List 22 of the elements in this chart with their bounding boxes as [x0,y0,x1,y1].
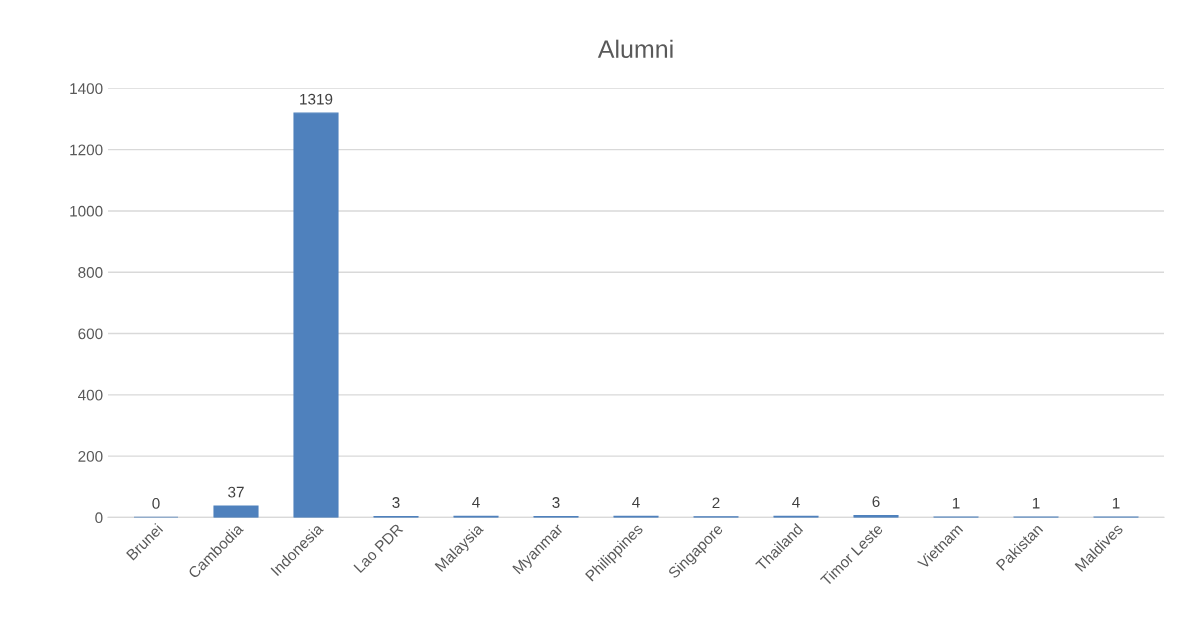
chart-title: Alumni [597,39,673,59]
data-label: 3 [392,497,400,508]
y-tick-label: 600 [78,328,103,340]
data-label: 1 [1032,497,1040,509]
data-label: 3 [552,497,560,508]
data-label: 1 [1112,497,1120,509]
data-label: 0 [152,498,160,509]
data-label: 1 [952,497,960,509]
data-label: 4 [472,496,480,508]
data-label: 2 [712,497,720,509]
data-label: 37 [228,486,244,498]
data-label: 4 [792,496,800,508]
data-label: 6 [872,496,880,508]
y-tick-label: 400 [78,389,103,401]
y-tick-label: 200 [78,450,103,462]
y-tick-label: 1200 [70,144,103,156]
data-label: 4 [632,496,640,508]
y-tick-label: 1400 [70,83,103,95]
y-tick-label: 800 [78,267,103,278]
y-tick-label: 1000 [70,205,103,217]
data-label: 1319 [300,93,333,105]
y-tick-label: 0 [95,512,103,524]
